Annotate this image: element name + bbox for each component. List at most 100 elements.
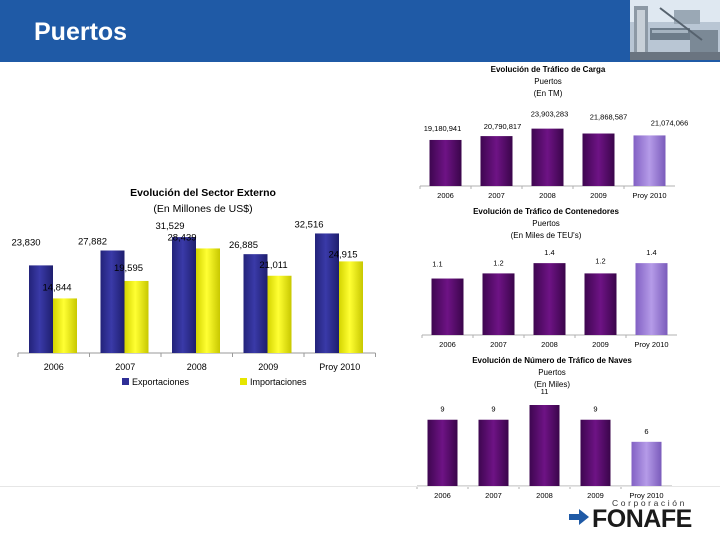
chart2-bar-2007 xyxy=(480,136,513,186)
chart2-value-label: 21,868,587 xyxy=(590,113,628,122)
chart3-bar-2006 xyxy=(431,278,464,335)
chart3-category-label: 2006 xyxy=(439,340,456,349)
chart3-bar-2007 xyxy=(482,273,515,335)
chart4-category-label: 2007 xyxy=(485,491,502,500)
label-exportaciones: 32,516 xyxy=(294,219,323,230)
chart2-category-label: 2008 xyxy=(539,191,556,200)
header-bar: Puertos xyxy=(0,0,720,62)
chart3-bar-2009 xyxy=(584,273,617,335)
chart3-value-label: 1.4 xyxy=(544,248,554,257)
bar-exportaciones-2008 xyxy=(172,237,196,353)
chart-trafico-carga: Evolución de Tráfico de Carga Puertos (E… xyxy=(419,65,689,200)
footer-divider xyxy=(0,486,720,487)
chart2-value-label: 21,074,066 xyxy=(651,118,689,127)
chart3-category-label: Proy 2010 xyxy=(634,340,668,349)
port-photo-image xyxy=(630,0,720,60)
bar-importaciones-2007 xyxy=(124,280,149,353)
chart2-category-label: 2009 xyxy=(590,191,607,200)
chart4-bar-2007 xyxy=(478,419,509,486)
label-exportaciones: 26,885 xyxy=(229,240,258,251)
chart3-title: Evolución de Tráfico de Contenedores xyxy=(473,207,619,216)
bar-exportaciones-proy-2010 xyxy=(315,233,339,353)
chart3-subtitle2: (En Miles de TEU's) xyxy=(511,231,582,240)
fonafe-arrow-icon xyxy=(569,509,589,525)
bar-exportaciones-2009 xyxy=(243,254,268,353)
chart4-category-label: 2009 xyxy=(587,491,604,500)
chart4-subtitle2: (En Miles) xyxy=(534,380,570,389)
category-label: 2007 xyxy=(115,362,135,372)
chart3-bar-proy-2010 xyxy=(635,263,668,335)
chart4-value-label: 9 xyxy=(593,405,597,414)
label-exportaciones: 27,882 xyxy=(78,236,107,247)
label-importaciones: 24,915 xyxy=(328,249,357,260)
logo-fonafe-text: FONAFE xyxy=(592,505,692,533)
chart2-value-label: 19,180,941 xyxy=(424,124,462,133)
page-title: Puertos xyxy=(34,18,128,46)
chart2-value-label: 23,903,283 xyxy=(531,110,569,119)
chart4-value-label: 11 xyxy=(541,387,549,396)
chart1-category-labels: 2006 2007 2008 2009 Proy 2010 xyxy=(44,362,361,372)
chart2-bar-2006 xyxy=(429,139,462,186)
bar-exportaciones-2006 xyxy=(29,265,53,353)
chart1-title: Evolución del Sector Externo xyxy=(130,187,276,199)
chart3-value-label: 1.2 xyxy=(595,256,605,265)
chart-trafico-naves: Evolución de Número de Tráfico de Naves … xyxy=(416,356,672,500)
chart2-bar-proy-2010 xyxy=(633,135,666,186)
bar-importaciones-2006 xyxy=(53,298,77,353)
chart2-category-label: 2006 xyxy=(437,191,454,200)
chart4-subtitle: Puertos xyxy=(538,368,566,377)
chart4-bar-2008 xyxy=(529,405,560,486)
chart4-category-label: Proy 2010 xyxy=(629,491,663,500)
chart2-subtitle: Puertos xyxy=(534,77,562,86)
chart4-bar-proy-2010 xyxy=(631,441,662,486)
chart2-subtitle2: (En TM) xyxy=(534,89,563,98)
chart3-category-label: 2009 xyxy=(592,340,609,349)
chart3-bar-2008 xyxy=(533,263,566,335)
chart4-value-label: 9 xyxy=(491,405,495,414)
label-exportaciones: 23,830 xyxy=(11,237,40,248)
chart1-baseline xyxy=(17,352,376,357)
bar-exportaciones-2007 xyxy=(100,250,125,353)
bar-importaciones-2009 xyxy=(267,275,292,353)
label-importaciones: 14,844 xyxy=(42,282,71,293)
chart2-bar-2009 xyxy=(582,133,615,186)
logo-corporacion-text: Corporación xyxy=(612,498,687,508)
chart3-category-label: 2007 xyxy=(490,340,507,349)
chart4-value-label: 6 xyxy=(644,427,648,436)
chart4-marks: 9 2006 9 2007 11 2008 9 2009 6 Proy 2010 xyxy=(416,387,672,500)
chart1-subtitle: (En Millones de US$) xyxy=(153,203,252,215)
category-label: 2009 xyxy=(258,362,278,372)
chart4-bar-2006 xyxy=(427,419,458,486)
label-importaciones: 28,439 xyxy=(167,232,196,243)
chart1-bars xyxy=(29,233,363,353)
chart3-marks: 1.1 2006 1.2 2007 1.4 2008 1.2 2009 1.4 Proy 2010 xyxy=(421,248,677,349)
chart2-bar-2008 xyxy=(531,128,564,186)
bar-importaciones-proy-2010 xyxy=(339,261,363,353)
chart3-category-label: 2008 xyxy=(541,340,558,349)
chart-trafico-contenedores: Evolución de Tráfico de Contenedores Pue… xyxy=(421,207,677,349)
chart4-title: Evolución de Número de Tráfico de Naves xyxy=(472,356,632,365)
chart4-bar-2009 xyxy=(580,419,611,486)
chart2-category-label: 2007 xyxy=(488,191,505,200)
chart-sector-externo: Evolución del Sector Externo (En Millone… xyxy=(11,187,376,387)
category-label: 2008 xyxy=(187,362,207,372)
legend-swatch-importaciones xyxy=(240,378,247,385)
chart4-value-label: 9 xyxy=(440,405,444,414)
category-label: 2006 xyxy=(44,362,64,372)
chart2-marks: 19,180,941 2006 20,790,817 2007 23,903,283 20… xyxy=(419,110,689,200)
legend-label-exportaciones: Exportaciones xyxy=(132,377,190,387)
chart4-category-label: 2006 xyxy=(434,491,451,500)
bar-importaciones-2008 xyxy=(196,248,220,353)
legend-swatch-exportaciones xyxy=(122,378,129,385)
chart2-category-label: Proy 2010 xyxy=(632,191,666,200)
chart3-subtitle: Puertos xyxy=(532,219,560,228)
chart3-value-label: 1.4 xyxy=(646,248,656,257)
label-exportaciones: 31,529 xyxy=(155,221,184,232)
chart3-value-label: 1.2 xyxy=(493,258,503,267)
chart1-legend: Exportaciones Importaciones xyxy=(122,377,307,387)
chart2-value-label: 20,790,817 xyxy=(484,122,522,131)
label-importaciones: 19,595 xyxy=(114,263,143,274)
label-importaciones: 21,011 xyxy=(259,260,287,271)
